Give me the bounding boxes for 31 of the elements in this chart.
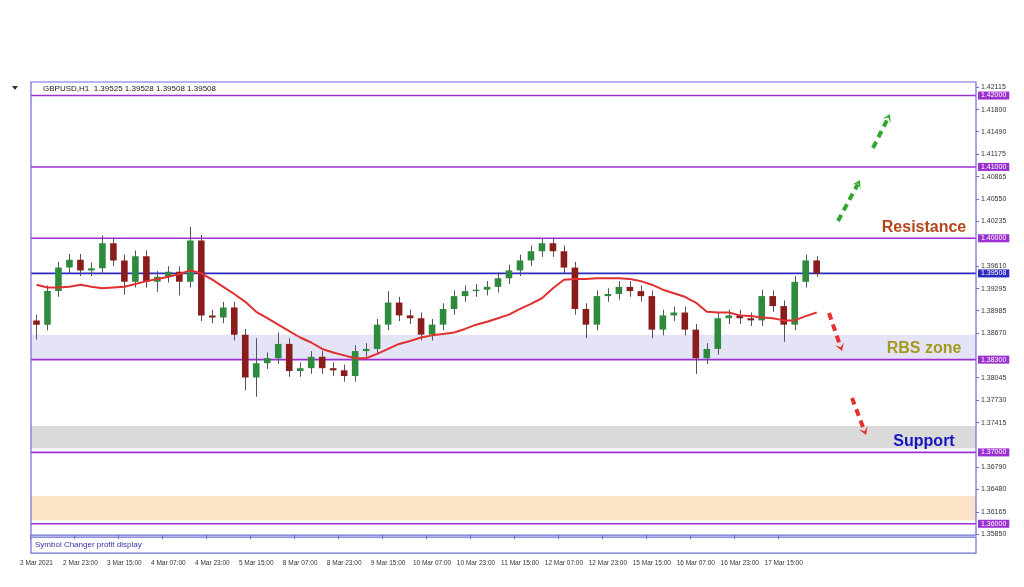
candlestick [516,254,524,277]
candlestick [77,253,84,277]
annotation: RBS zone [886,339,962,357]
candlestick [681,306,689,336]
candlestick [560,244,568,274]
candlestick [110,237,117,267]
annotation: Support [893,431,956,449]
candlestick [121,254,128,296]
candlestick [450,289,458,316]
candlestick [439,302,447,331]
chart-title: GBPUSD,H1 1.39525 1.39528 1.39508 1.39508 [42,84,217,94]
candlestick [780,299,787,343]
candlestick [417,312,425,341]
candlestick [769,289,777,313]
candlestick [252,337,260,398]
candlestick [549,237,557,258]
candlestick [219,301,227,324]
annotation: Resistance [881,217,967,235]
text: Symbol Changer profit display [34,540,142,550]
candlestick [55,261,62,298]
candlestick [33,314,40,341]
candlestick [802,254,809,289]
candlestick [66,253,73,274]
candlestick [703,342,711,365]
candlestick [274,332,282,365]
candlestick [813,255,820,278]
candlestick [582,302,590,339]
candlestick [505,264,513,285]
candlestick [659,309,667,336]
candlestick [384,290,392,331]
candlestick [494,272,502,294]
